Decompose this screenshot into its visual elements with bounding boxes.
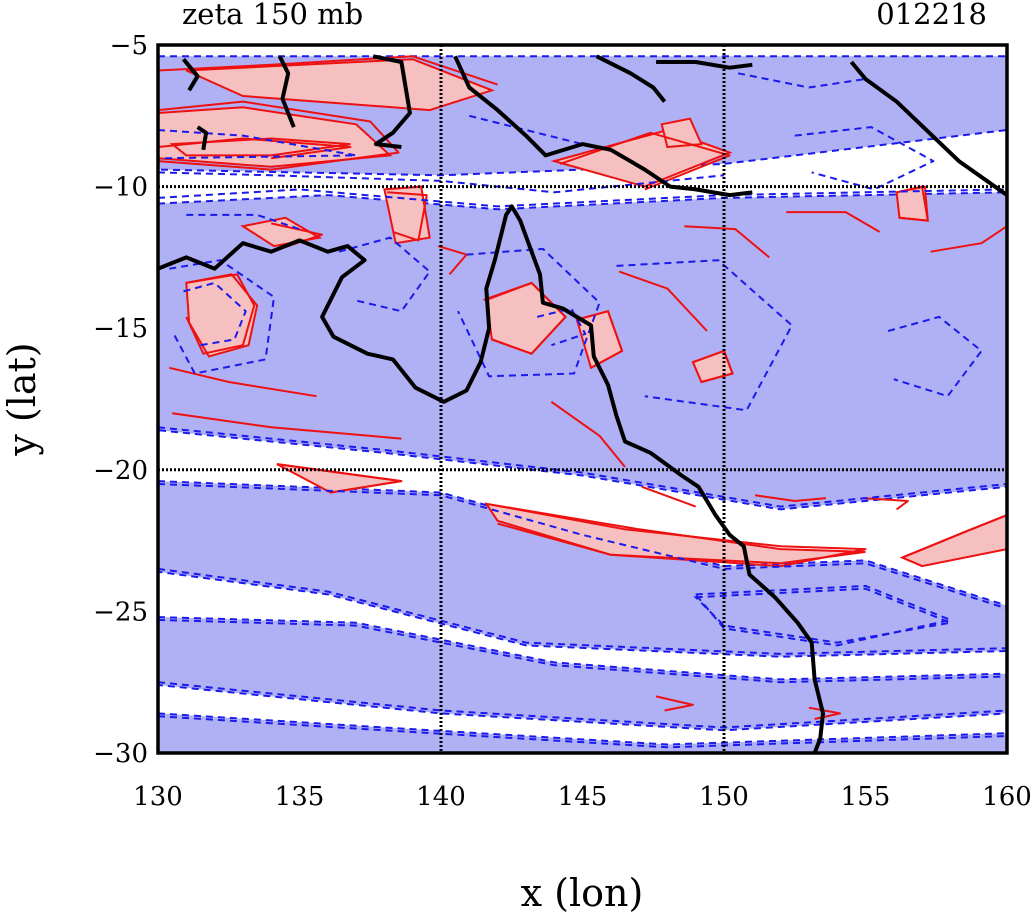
negative-contour-12 [158, 681, 1007, 729]
y-tick-label: −30 [93, 739, 148, 769]
positive-contour-20 [754, 494, 826, 502]
negative-vorticity-area-3 [158, 616, 1007, 732]
negative-contour-15 [794, 126, 935, 191]
y-tick-label: −15 [93, 314, 148, 344]
coastline-3 [656, 60, 753, 70]
negative-contour-6 [536, 307, 587, 347]
positive-contour-17 [930, 225, 1007, 253]
negative-vorticity-area-5 [693, 587, 955, 644]
x-tick-label: 130 [133, 782, 183, 812]
positive-contour-18 [486, 502, 867, 568]
coastline-5 [277, 55, 296, 128]
positive-contour-22 [901, 514, 1007, 559]
positive-vorticity-area-7 [185, 58, 495, 112]
y-tick-label: −20 [93, 456, 148, 486]
x-tick-label: 145 [558, 782, 608, 812]
contour-layer [158, 54, 1007, 753]
positive-contour-24 [692, 349, 734, 383]
negative-contour-8 [158, 426, 1007, 508]
x-tick-label: 160 [982, 782, 1032, 812]
chart-title: zeta 150 mb [182, 0, 363, 31]
negative-contour-7 [616, 259, 793, 412]
x-tick-label: 140 [416, 782, 466, 812]
positive-contour-7 [387, 191, 428, 242]
positive-contour-16 [896, 185, 929, 222]
negative-contour-19 [469, 114, 583, 146]
negative-contour-20 [737, 72, 866, 89]
positive-contour-23 [641, 485, 697, 508]
coastline-0 [158, 204, 825, 753]
positive-vorticity-area-13 [660, 117, 703, 149]
x-tick-label: 155 [841, 782, 891, 812]
positive-contour-14 [684, 225, 770, 259]
positive-contour-10 [576, 310, 624, 369]
positive-contour-11 [550, 400, 626, 468]
negative-contour-11 [158, 618, 1007, 684]
y-tick-label: −10 [93, 173, 148, 203]
positive-contour-21 [862, 497, 909, 511]
coastline-7 [196, 125, 209, 151]
chart-title-right: 012218 [876, 0, 987, 31]
coastline-4 [372, 54, 412, 149]
x-axis-label: x (lon) [521, 871, 644, 913]
plot-frame [156, 43, 1009, 755]
positive-contour-5 [169, 366, 317, 398]
y-tick-label: −25 [93, 597, 148, 627]
coastline-6 [181, 57, 200, 92]
positive-contour-9 [483, 281, 567, 355]
negative-contour-17 [887, 315, 983, 398]
positive-contour-15 [786, 211, 881, 233]
y-tick-label: −5 [110, 31, 148, 61]
grid-layer [158, 45, 1007, 753]
coastline-8 [849, 60, 1007, 197]
positive-contour-12 [618, 270, 708, 332]
negative-contour-4 [338, 236, 431, 313]
positive-contour-4 [185, 273, 256, 355]
positive-contour-25 [655, 695, 694, 712]
positive-vorticity-area-4 [383, 185, 431, 245]
positive-contour-0 [158, 55, 498, 86]
negative-contour-1 [158, 188, 1007, 208]
negative-contour-13 [158, 715, 1007, 749]
coastline-2 [595, 54, 667, 103]
x-tick-label: 135 [275, 782, 325, 812]
positive-contour-6 [172, 412, 402, 440]
x-tick-label: 150 [699, 782, 749, 812]
y-axis-label: y (lat) [0, 342, 44, 456]
positive-contour-2 [158, 137, 352, 160]
negative-contour-3 [183, 281, 247, 347]
negative-contour-0 [158, 171, 725, 194]
negative-contour-18 [186, 213, 300, 231]
negative-contour-10 [158, 567, 1007, 655]
negative-contour-2 [169, 259, 275, 375]
coastline-1 [453, 55, 753, 198]
axis-ticks: 130 135 140 145 150 155 160 −30 −25 −20 −15 −10 −5 [93, 31, 1032, 812]
negative-contour-16 [158, 129, 358, 160]
